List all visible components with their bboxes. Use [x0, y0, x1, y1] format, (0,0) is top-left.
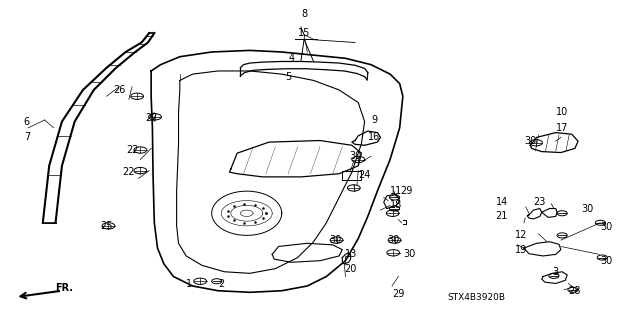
Text: 30: 30 — [600, 256, 613, 266]
Text: 30: 30 — [600, 222, 613, 233]
Text: 27: 27 — [145, 113, 157, 123]
Text: 8: 8 — [301, 9, 307, 19]
Text: FR.: FR. — [56, 283, 74, 293]
Text: 17: 17 — [556, 123, 568, 133]
Text: 30: 30 — [582, 204, 594, 213]
Text: 29: 29 — [400, 186, 412, 196]
Text: 30: 30 — [387, 235, 399, 245]
Text: 16: 16 — [368, 132, 380, 142]
Text: 30: 30 — [403, 249, 415, 259]
Text: 23: 23 — [534, 197, 546, 207]
Text: 30: 30 — [349, 151, 361, 161]
Text: 15: 15 — [298, 28, 310, 38]
Text: 11: 11 — [390, 186, 403, 196]
Text: STX4B3920B: STX4B3920B — [447, 293, 505, 301]
Text: 13: 13 — [344, 249, 356, 259]
Text: 5: 5 — [285, 72, 291, 82]
Text: 29: 29 — [392, 289, 404, 299]
Text: 21: 21 — [495, 211, 508, 221]
Text: 28: 28 — [569, 286, 581, 296]
Text: 9: 9 — [371, 115, 377, 125]
Text: 12: 12 — [515, 230, 527, 241]
Text: 3: 3 — [553, 267, 559, 277]
Text: 30: 30 — [524, 136, 536, 145]
Text: 4: 4 — [288, 53, 294, 63]
Text: 1: 1 — [186, 279, 193, 289]
Text: 2: 2 — [218, 279, 225, 289]
Text: 26: 26 — [113, 85, 125, 95]
Text: 22: 22 — [126, 145, 138, 155]
Text: 7: 7 — [24, 132, 30, 142]
Text: 6: 6 — [24, 116, 30, 127]
Text: 19: 19 — [515, 245, 527, 255]
Text: 20: 20 — [344, 263, 356, 274]
Text: 14: 14 — [495, 197, 508, 207]
Text: 18: 18 — [390, 200, 403, 210]
Text: 30: 30 — [330, 235, 342, 245]
Text: 10: 10 — [556, 107, 568, 117]
Text: 25: 25 — [100, 221, 113, 231]
Text: 24: 24 — [358, 170, 371, 180]
Text: 22: 22 — [123, 167, 135, 177]
